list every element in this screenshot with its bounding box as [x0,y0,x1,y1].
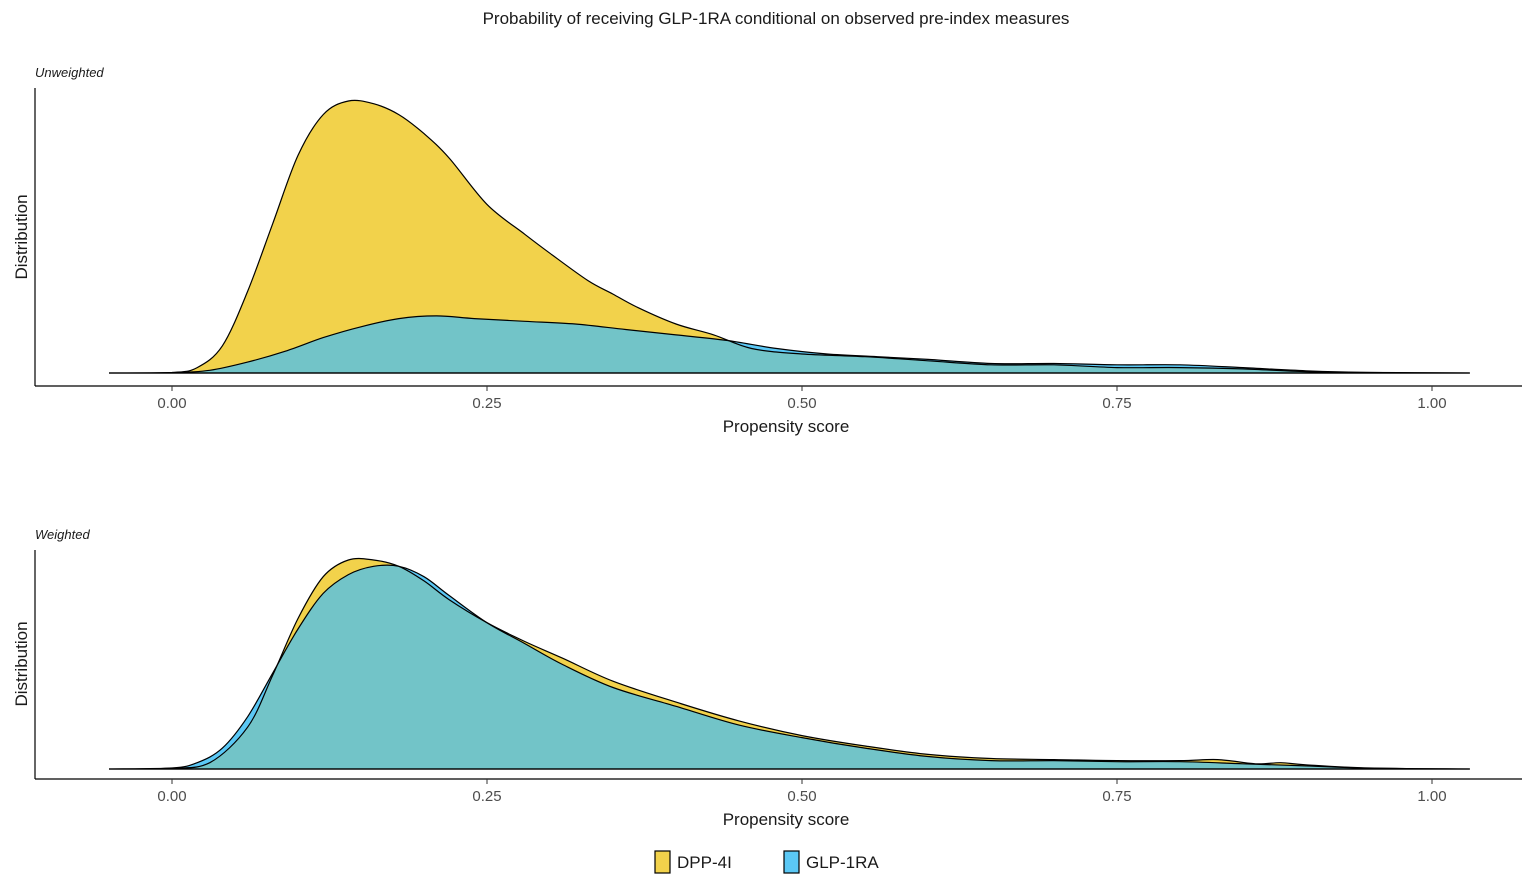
panel-weighted: Weighted 0.00 0.25 0.50 0.75 1.00 Propensity s… [12,527,1522,829]
panel-label: Weighted [35,527,90,542]
x-tick-label: 0.75 [1102,395,1131,412]
legend-item-dpp-4i: DPP-4I [654,850,732,874]
panel-label: Unweighted [35,65,104,80]
panel-unweighted: Unweighted 0.00 0.25 0.50 0.75 1.00 Propensity… [12,65,1522,436]
legend-item-glp-1ra: GLP-1RA [783,850,879,874]
x-tick-label: 1.00 [1417,788,1446,805]
legend-swatch [783,850,800,874]
x-tick-label: 0.25 [472,788,501,805]
area-overlap [109,315,1470,373]
line-glp1ra [108,564,1470,770]
line-dpp4i [108,557,1470,770]
x-tick-label: 0.25 [472,395,501,412]
legend-label: GLP-1RA [806,853,879,872]
legend: DPP-4I GLP-1RA [654,850,879,874]
x-tick-label: 0.00 [157,788,186,805]
x-tick-label: 1.00 [1417,395,1446,412]
chart-title: Probability of receiving GLP-1RA conditi… [483,9,1070,28]
x-tick-label: 0.75 [1102,788,1131,805]
panels: Unweighted 0.00 0.25 0.50 0.75 1.00 Propensity… [12,65,1522,829]
area-overlap [109,565,1470,769]
legend-label: DPP-4I [677,853,732,872]
y-axis-label: Distribution [12,621,31,706]
area-dpp4i [109,100,1470,373]
x-tick-label: 0.00 [157,395,186,412]
x-axis-label: Propensity score [723,810,850,829]
line-dpp4i [108,99,1470,374]
line-glp1ra [108,315,1470,374]
y-axis-label: Distribution [12,194,31,279]
legend-swatch [654,850,671,874]
x-tick-label: 0.50 [787,788,816,805]
x-tick-label: 0.50 [787,395,816,412]
x-axis-label: Propensity score [723,417,850,436]
